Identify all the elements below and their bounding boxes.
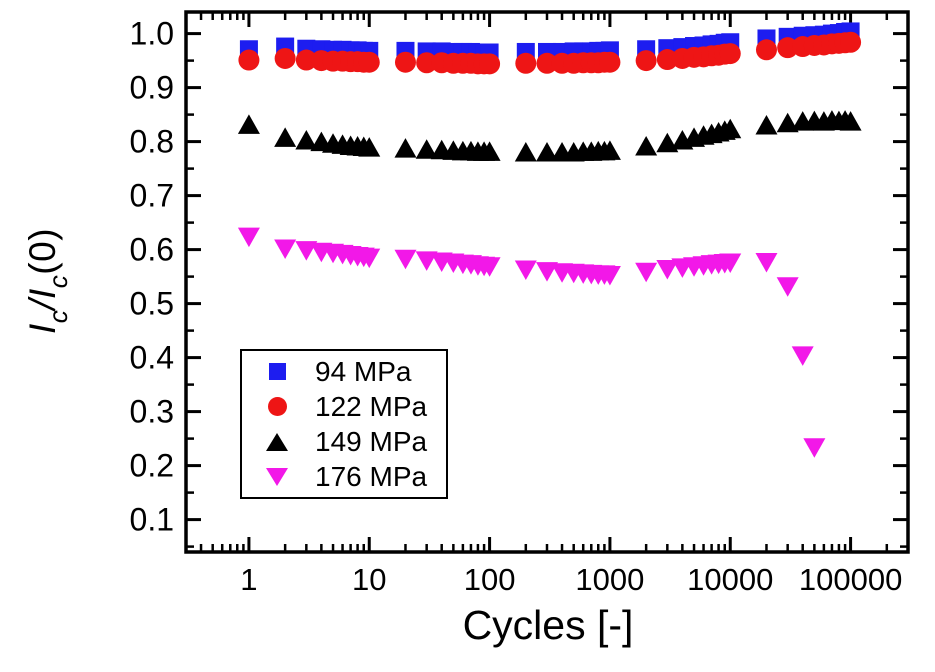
data-point-149-mpa <box>719 118 742 139</box>
data-point-122-mpa <box>635 50 657 72</box>
square-marker-icon <box>268 363 286 380</box>
data-point-149-mpa <box>394 138 417 158</box>
y-title-part: / <box>21 298 63 310</box>
y-axis-title: Ic/Ic(0) <box>21 227 74 335</box>
data-point-149-mpa <box>237 114 260 134</box>
y-tick-label: 0.6 <box>130 232 174 268</box>
y-title-part: I <box>21 288 63 299</box>
x-tick-label: 1 <box>240 562 257 597</box>
data-point-122-mpa <box>777 37 799 59</box>
y-title-part: c <box>43 274 74 289</box>
data-point-176-mpa <box>536 262 558 282</box>
data-point-176-mpa <box>394 249 417 270</box>
data-point-122-mpa <box>274 47 296 69</box>
x-axis-title: Cycles [-] <box>462 602 634 648</box>
data-point-122-mpa <box>719 43 741 65</box>
y-tick-label: 0.8 <box>130 124 174 160</box>
data-point-149-mpa <box>274 127 297 147</box>
x-tick-label: 100000 <box>799 562 902 597</box>
data-point-176-mpa <box>358 248 381 269</box>
y-tick-label: 0.2 <box>130 448 174 484</box>
data-point-176-mpa <box>295 241 318 261</box>
x-tick-label: 10000 <box>687 562 773 597</box>
data-point-149-mpa <box>839 111 862 131</box>
circle-marker-icon <box>267 397 287 416</box>
data-point-176-mpa <box>635 262 658 283</box>
x-tick-label: 100 <box>464 562 516 597</box>
data-point-122-mpa <box>238 49 260 71</box>
data-point-122-mpa <box>479 53 501 75</box>
data-point-176-mpa <box>598 265 621 286</box>
data-point-122-mpa <box>394 51 416 73</box>
data-point-176-mpa <box>478 257 501 277</box>
y-tick-label: 1.0 <box>130 16 174 52</box>
data-point-122-mpa <box>840 31 862 53</box>
data-point-176-mpa <box>415 251 438 271</box>
data-point-149-mpa <box>635 136 658 156</box>
data-point-176-mpa <box>514 260 537 281</box>
data-point-176-mpa <box>656 260 679 280</box>
legend-label: 94 MPa <box>315 355 412 387</box>
data-point-176-mpa <box>237 227 260 248</box>
y-tick-label: 0.5 <box>130 286 174 322</box>
triangle-up-marker-icon <box>266 432 288 451</box>
legend-entry-122mpa: 122 MPa <box>242 391 446 423</box>
data-point-122-mpa <box>358 51 380 73</box>
data-point-149-mpa <box>755 114 778 135</box>
data-point-122-mpa <box>755 39 777 61</box>
x-tick-label: 1000 <box>575 562 644 597</box>
data-point-176-mpa <box>791 346 814 366</box>
triangle-down-marker-icon <box>266 467 288 486</box>
data-point-176-mpa <box>719 253 742 274</box>
y-tick-label: 0.3 <box>130 394 174 430</box>
data-point-149-mpa <box>536 141 558 162</box>
data-point-176-mpa <box>776 277 799 297</box>
data-point-149-mpa <box>478 141 501 161</box>
data-point-149-mpa <box>514 141 537 162</box>
data-point-122-mpa <box>656 49 678 71</box>
data-point-176-mpa <box>755 252 778 273</box>
data-point-122-mpa <box>515 52 537 74</box>
y-title-part: I <box>21 323 63 335</box>
legend-entry-176mpa: 176 MPa <box>242 461 446 493</box>
legend-label: 122 MPa <box>315 390 428 422</box>
legend-label: 176 MPa <box>315 460 428 492</box>
data-point-122-mpa <box>416 52 438 74</box>
y-tick-label: 0.9 <box>130 70 174 106</box>
data-point-176-mpa <box>274 239 297 259</box>
data-point-149-mpa <box>295 130 318 150</box>
y-tick-label: 0.4 <box>130 340 174 376</box>
data-point-149-mpa <box>415 139 438 159</box>
y-title-part: (0) <box>21 227 63 275</box>
y-tick-label: 0.7 <box>130 178 174 214</box>
data-point-149-mpa <box>598 140 621 160</box>
data-point-122-mpa <box>536 52 558 74</box>
y-tick-label: 0.1 <box>130 502 174 538</box>
data-point-122-mpa <box>295 49 317 71</box>
data-point-149-mpa <box>358 137 381 157</box>
data-point-176-mpa <box>803 438 826 458</box>
data-point-122-mpa <box>599 51 621 73</box>
data-point-149-mpa <box>776 112 799 133</box>
legend-entry-149mpa: 149 MPa <box>242 426 446 458</box>
y-title-part: c <box>43 309 74 324</box>
legend-entry-94mpa: 94 MPa <box>242 356 446 388</box>
x-tick-label: 10 <box>352 562 386 597</box>
legend: 94 MPa 122 MPa 149 MPa 176 MPa <box>240 349 448 499</box>
legend-label: 149 MPa <box>315 425 428 457</box>
